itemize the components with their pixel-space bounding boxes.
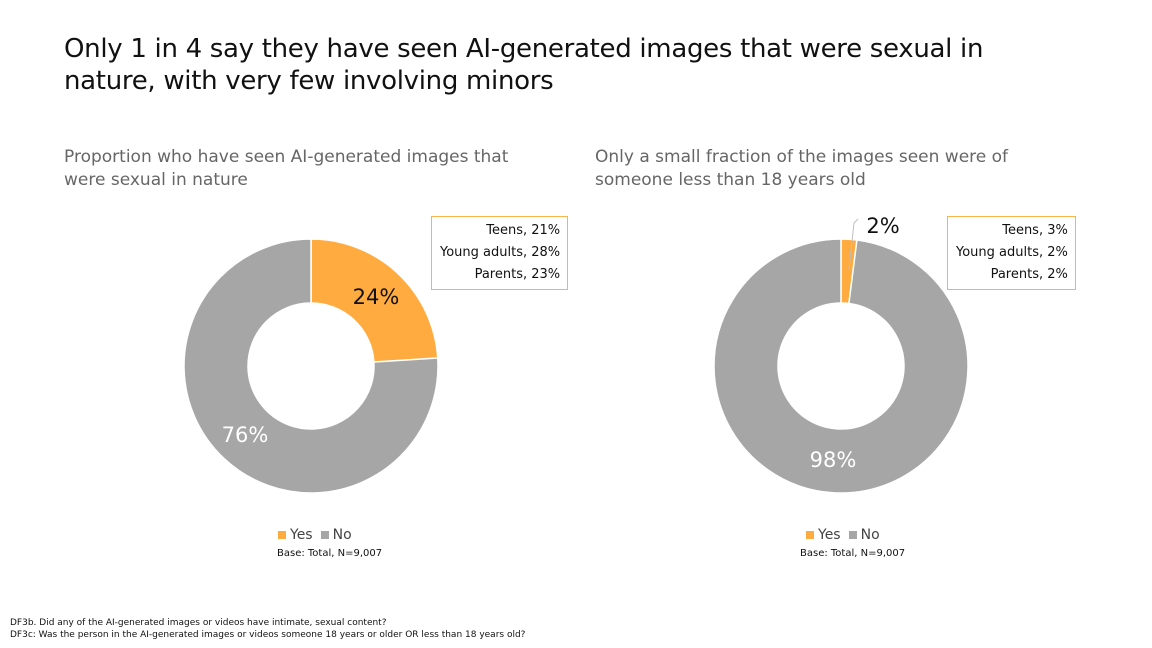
chart-1-legend-yes-swatch <box>278 531 286 539</box>
chart-2-base: Base: Total, N=9,007 <box>800 548 906 559</box>
chart-1-callout-box: Teens, 21% Young adults, 28% Parents, 23… <box>431 216 569 290</box>
chart-2-subtitle: Only a small fraction of the images seen… <box>595 147 1009 190</box>
chart-2-callout-parents: Parents, 2% <box>990 267 1068 282</box>
chart-1-legend-no-swatch <box>320 531 329 539</box>
chart-2-callout-box: Teens, 3% Young adults, 2% Parents, 2% <box>947 216 1076 290</box>
chart-1-callout-parents: Parents, 23% <box>474 267 561 282</box>
chart-2-legend-yes-label: Yes <box>818 527 841 543</box>
chart-2-legend-yes: Yes <box>806 527 841 543</box>
chart-2-leader-line <box>848 218 859 270</box>
footnote-df3c: DF3c: Was the person in the AI-generated… <box>10 630 526 640</box>
page-title: Only 1 in 4 say they have seen AI-genera… <box>64 34 984 96</box>
chart-2-callout-teens: Teens, 3% <box>1002 223 1068 238</box>
chart-1-slice-no <box>183 238 439 494</box>
chart-1-legend-yes-label: Yes <box>290 527 313 543</box>
chart-2-slice-no <box>713 238 969 494</box>
footnotes: DF3b. Did any of the AI-generated images… <box>10 617 525 641</box>
chart-2-data-label-no: 98% <box>810 448 857 472</box>
chart-1-data-label-yes: 24% <box>353 285 400 309</box>
chart-2-legend-yes-swatch <box>806 531 814 539</box>
chart-2-legend-no-swatch <box>848 531 857 539</box>
chart-2-legend: Yes No <box>806 527 880 543</box>
chart-1-slice-yes <box>310 238 439 363</box>
chart-1-base: Base: Total, N=9,007 <box>277 548 383 559</box>
chart-2-callout-young-adults: Young adults, 2% <box>956 245 1068 260</box>
chart-1-legend: Yes No <box>278 527 352 543</box>
footnote-df3b: DF3b. Did any of the AI-generated images… <box>10 618 387 628</box>
chart-1-callout-teens: Teens, 21% <box>486 223 561 238</box>
chart-1-legend-no: No <box>320 527 352 543</box>
chart-2-legend-no: No <box>848 527 880 543</box>
chart-1-legend-no-label: No <box>332 527 352 543</box>
chart-1-callout-young-adults: Young adults, 28% <box>440 245 561 260</box>
chart-1-data-label-no: 76% <box>222 423 269 447</box>
chart-1-legend-yes: Yes <box>278 527 313 543</box>
chart-2-data-label-yes: 2% <box>866 214 899 238</box>
chart-2-legend-no-label: No <box>860 527 880 543</box>
chart-1-subtitle: Proportion who have seen AI-generated im… <box>64 147 509 190</box>
